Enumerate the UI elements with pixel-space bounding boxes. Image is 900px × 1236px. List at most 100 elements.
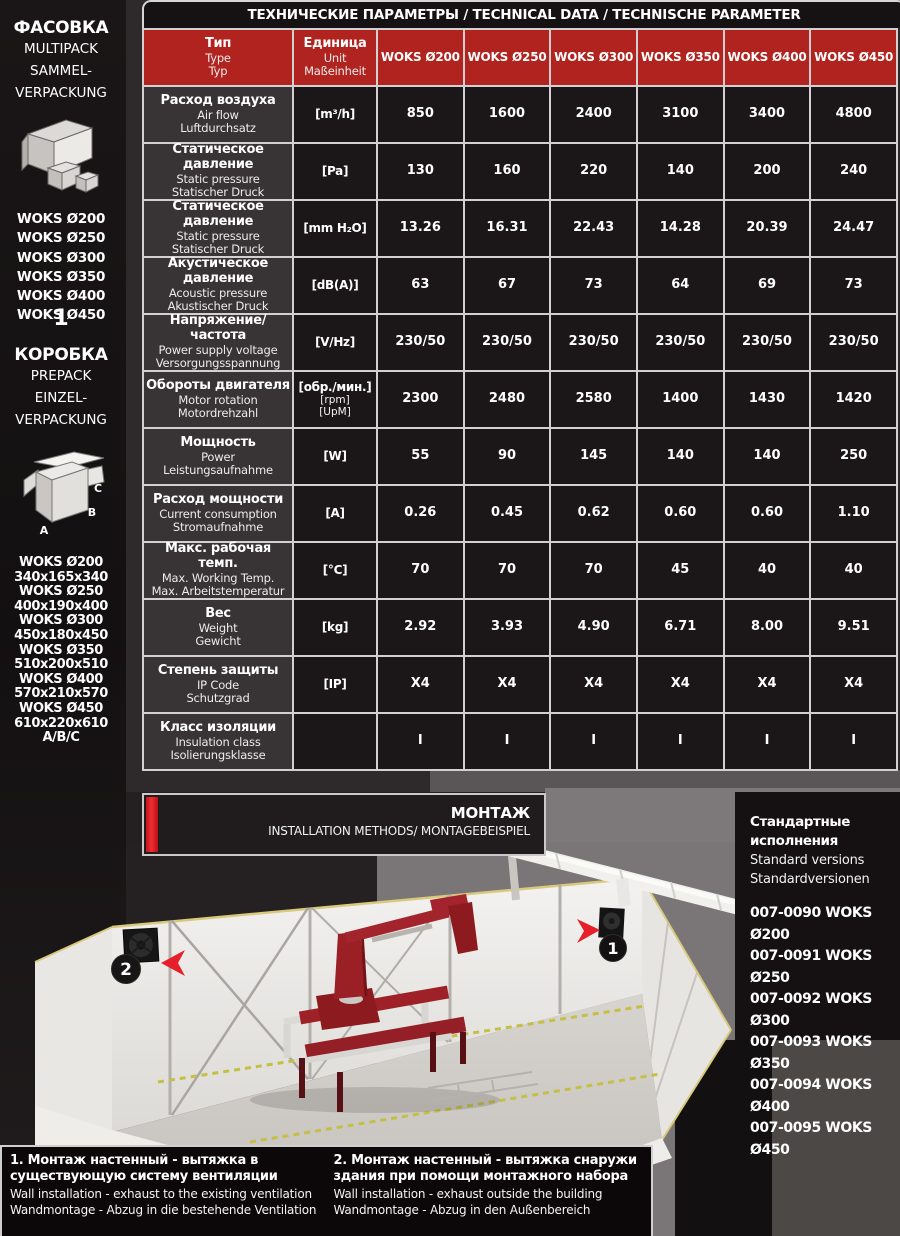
param-label-line: Статическое давление <box>172 142 264 173</box>
param-value: 0.60 <box>750 505 784 521</box>
param-value-cell: 45 <box>637 543 723 598</box>
param-unit-cell: [A] <box>294 486 376 541</box>
param-label-cell: Макс. рабочая темп. Max. Working Temp. Max… <box>144 541 292 599</box>
prepack-sub1: PREPACK <box>30 368 92 384</box>
param-value-cell: X4 <box>378 657 463 712</box>
param-label-line: IP Code <box>196 677 240 692</box>
pipe-bracket <box>508 855 520 901</box>
param-value-cell: 22.43 <box>551 201 636 256</box>
param-value-cell: I <box>378 714 463 769</box>
model-item: WOKS Ø300 <box>16 249 106 266</box>
param-unit-cell: [IP] <box>294 657 376 712</box>
badge-1 <box>599 934 627 962</box>
model-header-label: WOKS Ø450 <box>814 49 894 64</box>
param-value: 67 <box>497 277 517 293</box>
multipack-boxes-icon <box>21 119 100 193</box>
param-value-cell: X4 <box>551 657 636 712</box>
param-value-cell: 6.71 <box>637 600 723 655</box>
param-value: X4 <box>670 676 690 692</box>
param-value-cell: 850 <box>378 87 463 142</box>
param-value-cell: 73 <box>811 258 896 313</box>
param-value-cell: 240 <box>811 144 896 199</box>
param-value: X4 <box>757 676 777 692</box>
param-value: 250 <box>840 448 868 464</box>
version-item: 007-0093 WOKS Ø350 <box>750 1034 872 1072</box>
param-label-line: Current consumption <box>159 506 277 521</box>
param-label-line: Max. Arbeitstemperatur <box>151 584 285 599</box>
duct-tee <box>616 878 631 907</box>
param-value: 1430 <box>748 391 786 407</box>
param-value: 70 <box>497 562 517 578</box>
param-label-line: Мощность <box>180 434 256 450</box>
param-value-cell: 1400 <box>637 372 723 427</box>
param-value: 3100 <box>662 106 699 122</box>
param-label-line: Insulation class <box>175 734 261 749</box>
table-title: ТЕХНИЧЕСКИЕ ПАРАМЕТРЫ / TECHNICAL DATA /… <box>247 7 801 23</box>
param-label-line: Класс изоляции <box>160 719 276 735</box>
model-item: WOKS Ø450 <box>16 307 106 324</box>
type-header-cell: Тип Type Typ <box>144 30 292 85</box>
param-value-cell: 0.26 <box>378 486 463 541</box>
param-value: 2.92 <box>404 619 437 635</box>
param-value: X4 <box>584 676 604 692</box>
param-label-line: Power supply voltage <box>158 343 278 358</box>
param-value: 40 <box>757 562 777 578</box>
dimension-line: 340x165x340 <box>14 569 108 585</box>
param-value-cell: 230/50 <box>378 315 463 370</box>
unit-header-cell: Единица Unit Maßeinheit <box>294 30 376 85</box>
param-label-line: Power <box>201 449 235 464</box>
param-value-cell: 2480 <box>464 372 550 427</box>
param-value: 3.93 <box>490 619 524 635</box>
param-value: 1600 <box>488 106 526 122</box>
param-unit-line: [dB(A)] <box>311 277 359 292</box>
param-value-cell: 200 <box>724 144 810 199</box>
param-value: X4 <box>497 676 517 692</box>
param-value: 24.47 <box>833 220 875 236</box>
param-value-cell: 70 <box>378 543 463 598</box>
param-value: 70 <box>584 562 603 578</box>
param-value-cell: 0.60 <box>637 486 723 541</box>
param-value: 230/50 <box>395 334 446 350</box>
param-value: 220 <box>580 163 608 179</box>
param-unit-line: [m³/h] <box>315 106 355 121</box>
param-label-line: Обороты двигателя <box>146 377 290 393</box>
param-value-cell: 140 <box>724 429 810 484</box>
param-value: 850 <box>406 106 434 122</box>
param-value: 70 <box>411 562 430 578</box>
param-unit-line: [rpm] <box>320 394 350 407</box>
param-value-cell: 4800 <box>811 87 896 142</box>
param-value-cell: 2580 <box>551 372 636 427</box>
param-value-cell: 16.31 <box>464 201 550 256</box>
param-value: 2300 <box>402 391 439 407</box>
multipack-title: ФАСОВКА <box>13 18 109 38</box>
param-label-cell: Вес Weight Gewicht <box>144 600 292 655</box>
param-value: 40 <box>844 562 863 578</box>
param-value: I <box>417 733 423 749</box>
param-unit-cell <box>294 714 376 769</box>
montage-header: МОНТАЖ INSTALLATION METHODS/ MONTAGEBEIS… <box>142 793 546 856</box>
param-value: 9.51 <box>837 619 870 635</box>
param-value: 140 <box>666 448 694 464</box>
param-value-cell: 8.00 <box>724 600 810 655</box>
param-value: 130 <box>406 163 434 179</box>
param-value-cell: 14.28 <box>637 201 723 256</box>
param-unit-cell: [m³/h] <box>294 87 376 142</box>
param-value-cell: 2.92 <box>378 600 463 655</box>
param-value: I <box>764 733 770 749</box>
param-value: 230/50 <box>568 334 619 350</box>
param-value-cell: 230/50 <box>551 315 636 370</box>
unit-header-line: Maßeinheit <box>304 63 366 78</box>
param-value: 2480 <box>488 391 526 407</box>
type-header-line: Type <box>205 50 231 65</box>
param-value: 1.10 <box>837 505 870 521</box>
param-value-cell: I <box>637 714 723 769</box>
param-label-line: Static pressure <box>176 172 260 187</box>
unit-header-line: Единица <box>303 35 367 51</box>
dimension-line: 610x220x610 <box>14 715 108 731</box>
param-unit-line: [обр./мин.] <box>298 379 372 394</box>
param-value: 13.26 <box>399 220 441 236</box>
param-label-line: Напряжение/частота <box>169 313 267 344</box>
param-value: 3400 <box>748 106 786 122</box>
installation-notes: 1. Монтаж настенный - вытяжка в существу… <box>0 1145 653 1236</box>
